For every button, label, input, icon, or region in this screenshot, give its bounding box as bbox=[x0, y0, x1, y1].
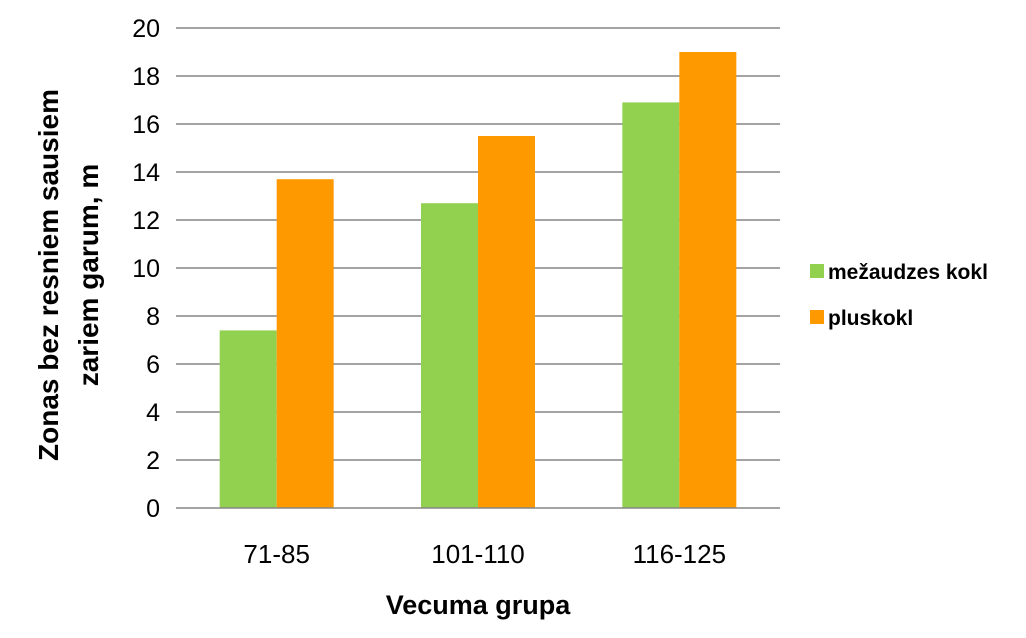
x-tick-label: 71-85 bbox=[243, 539, 310, 569]
legend-swatch bbox=[810, 264, 824, 278]
y-axis-title-line-1: Zonas bez resniem sausiem bbox=[33, 89, 64, 461]
y-tick-label: 20 bbox=[132, 15, 160, 43]
x-axis-title: Vecuma grupa bbox=[386, 590, 572, 620]
x-tick-label: 116-125 bbox=[633, 539, 727, 569]
y-tick-label: 6 bbox=[146, 351, 160, 379]
y-tick-label: 10 bbox=[132, 255, 160, 283]
y-tick-label: 14 bbox=[132, 159, 160, 187]
x-tick-labels: 71-85 101-110 116-125 bbox=[243, 539, 726, 569]
y-tick-label: 18 bbox=[132, 63, 160, 91]
y-axis-title-line-2: zariem garum, m bbox=[73, 164, 104, 387]
legend: mežaudzes kokl pluskokl bbox=[810, 261, 988, 330]
y-tick-label: 2 bbox=[146, 447, 160, 475]
x-tick-label: 101-110 bbox=[431, 539, 525, 569]
bar-pluskokl-71-85 bbox=[276, 179, 334, 508]
bar-pluskokl-116-125 bbox=[679, 52, 737, 508]
y-tick-label: 8 bbox=[146, 303, 160, 331]
bars bbox=[219, 52, 737, 509]
bar-mezaudzes-kokl-116-125 bbox=[622, 102, 680, 509]
y-axis-title: Zonas bez resniem sausiem zariem garum, … bbox=[33, 89, 104, 461]
y-tick-label: 0 bbox=[146, 495, 160, 523]
bar-mezaudzes-kokl-71-85 bbox=[219, 330, 277, 508]
legend-label: pluskokl bbox=[828, 307, 913, 330]
bar-pluskokl-101-110 bbox=[478, 136, 535, 508]
bar-mezaudzes-kokl-101-110 bbox=[421, 203, 478, 508]
legend-label: mežaudzes kokl bbox=[828, 261, 988, 284]
legend-swatch bbox=[810, 310, 824, 324]
y-tick-label: 12 bbox=[132, 207, 160, 235]
y-tick-labels: 0 2 4 6 8 10 12 14 16 18 20 bbox=[132, 15, 160, 523]
y-tick-label: 16 bbox=[132, 111, 160, 139]
y-tick-label: 4 bbox=[146, 399, 160, 427]
